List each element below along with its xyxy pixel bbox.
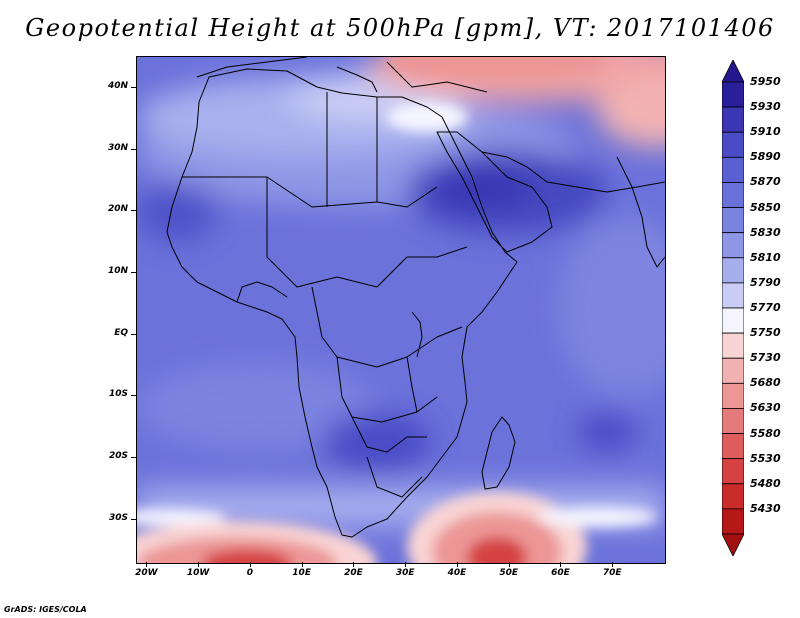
colorbar-swatch-5730 (722, 357, 744, 384)
colorbar-swatch-5480 (722, 483, 744, 510)
lat-label-eq: EQ (114, 327, 128, 338)
arabia-outline (436, 131, 553, 253)
colorbar-label-5530: 5530 (750, 451, 781, 465)
colorbar-swatch-5890 (722, 156, 744, 183)
colorbar-label-5830: 5830 (750, 225, 781, 239)
colorbar-swatch-5630 (722, 408, 744, 434)
lon-tick (249, 562, 251, 567)
balkans-coast (386, 61, 488, 93)
colorbar-swatch-5750 (722, 332, 744, 359)
colorbar-swatch-5930 (722, 106, 744, 133)
border-sahara (182, 176, 438, 208)
lat-label-20n: 20N (107, 204, 128, 215)
lon-tick (508, 562, 510, 567)
colorbar-label-5750: 5750 (750, 326, 781, 340)
lon-tick (353, 562, 355, 567)
colorbar-swatch-5910 (722, 131, 744, 158)
lat-label-40n: 40N (107, 80, 128, 91)
lat-label-30s: 30S (108, 512, 128, 523)
lon-label-50e: 50E (499, 568, 519, 578)
coastlines (166, 57, 665, 538)
lon-label-40e: 40E (447, 568, 467, 578)
chart-title: Geopotential Height at 500hPa [gpm], VT:… (25, 14, 775, 42)
colorbar-label-5810: 5810 (750, 250, 781, 264)
lon-tick (301, 562, 303, 567)
lat-tick (131, 271, 136, 273)
colorbar-label-5580: 5580 (750, 426, 781, 440)
colorbar-swatch-5950 (722, 81, 744, 108)
border-congo (336, 356, 438, 423)
colorbar-swatch-5770 (722, 307, 744, 334)
lon-tick (146, 562, 148, 567)
colorbar-label-5480: 5480 (750, 476, 781, 490)
colorbar-label-5770: 5770 (750, 301, 781, 314)
colorbar-swatch-5530 (722, 458, 744, 485)
madagascar-outline (481, 416, 516, 490)
lat-tick (131, 333, 136, 335)
border-south (351, 416, 427, 453)
colorbar-swatch-5870 (722, 182, 744, 208)
lon-tick (560, 562, 562, 567)
lat-label-20s: 20S (108, 451, 128, 462)
lat-tick (131, 86, 136, 88)
colorbar-label-5730: 5730 (750, 351, 781, 365)
lon-label-10e: 10E (292, 568, 311, 578)
height-field-troughs (137, 57, 657, 563)
lon-label-30e: 30E (395, 568, 415, 578)
lat-tick (131, 518, 136, 520)
colorbar-swatch-5430 (722, 508, 744, 535)
credit-text: GrADS: IGES/COLA (4, 605, 87, 614)
colorbar-label-5680: 5680 (750, 376, 781, 390)
lon-label-20w: 20W (135, 568, 158, 578)
border-lakes (411, 311, 423, 358)
lon-label-20e: 20E (344, 568, 363, 578)
colorbar-label-5950: 5950 (750, 75, 781, 88)
lon-label-70e: 70E (602, 568, 622, 578)
colorbar-label-5910: 5910 (750, 125, 781, 139)
colorbar-swatch-5850 (722, 207, 744, 234)
border-sahel (266, 177, 468, 288)
iberia-coast (196, 57, 308, 78)
colorbar-swatch-5830 (722, 232, 744, 259)
colorbar-label-5630: 5630 (750, 401, 781, 415)
colorbar-label-5850: 5850 (750, 200, 781, 214)
india-coast (616, 156, 665, 268)
colorbar (722, 60, 744, 556)
map-canvas (137, 57, 665, 563)
lon-tick (198, 562, 200, 567)
lon-label-60e: 60E (551, 568, 570, 578)
border-central (311, 286, 463, 368)
lon-tick (612, 562, 614, 567)
lat-tick (131, 457, 136, 459)
colorbar-bottom-arrow (722, 533, 744, 556)
lat-label-10s: 10S (108, 389, 128, 400)
colorbar-swatch-5580 (722, 433, 744, 460)
colorbar-label-5790: 5790 (750, 275, 781, 289)
colorbar-label-5430: 5430 (750, 501, 781, 515)
lat-tick (131, 210, 136, 212)
map-plot-area (136, 56, 666, 564)
lon-tick (405, 562, 407, 567)
lat-label-10n: 10N (107, 265, 128, 276)
colorbar-top-arrow (722, 60, 744, 83)
lat-label-30n: 30N (107, 142, 128, 153)
colorbar-label-5870: 5870 (750, 175, 781, 189)
colorbar-swatch-5680 (722, 382, 744, 409)
lon-tick (456, 562, 458, 567)
lat-tick (131, 395, 136, 397)
border-west-africa (236, 281, 288, 303)
border-tanzania (406, 356, 418, 413)
border-sa (366, 456, 423, 498)
colorbar-label-5890: 5890 (750, 150, 781, 164)
lon-label-10w: 10W (186, 568, 210, 578)
lat-tick (131, 148, 136, 150)
italy-coast (336, 66, 378, 93)
colorbar-label-5930: 5930 (750, 100, 781, 114)
colorbar-swatch-5810 (722, 257, 744, 284)
lon-label-0: 0 (246, 568, 253, 578)
colorbar-swatch-5790 (722, 282, 744, 309)
